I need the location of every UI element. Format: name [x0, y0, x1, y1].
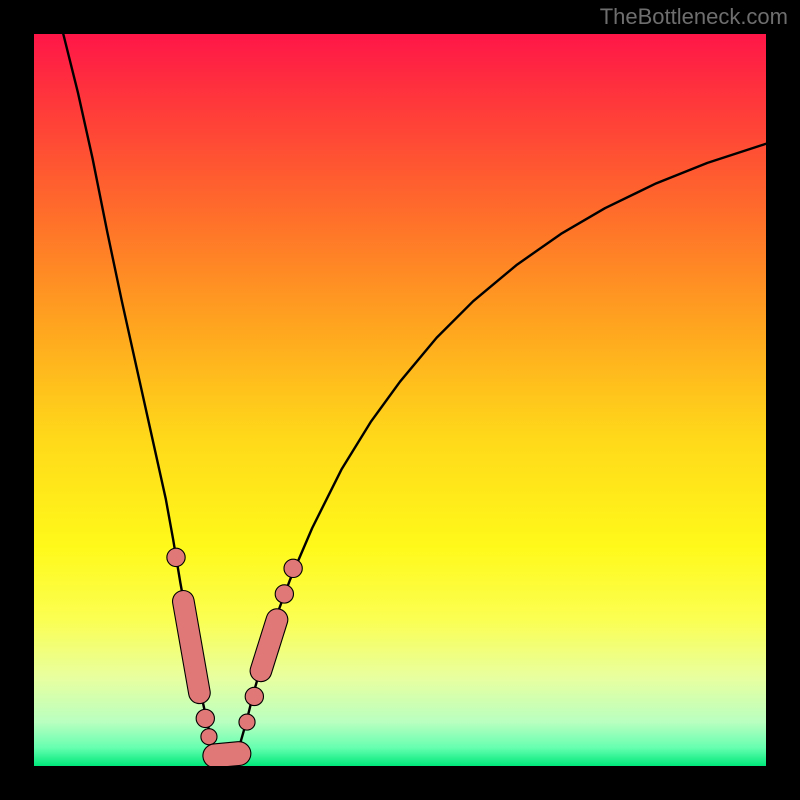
bottleneck-curve: [63, 34, 766, 764]
plot-area: [34, 34, 766, 766]
watermark-text: TheBottleneck.com: [600, 4, 788, 30]
marker-dot: [245, 687, 263, 705]
markers-group: [167, 548, 302, 756]
marker-dot: [196, 709, 214, 727]
marker-dot: [284, 559, 302, 577]
marker-dot: [167, 548, 185, 566]
marker-capsule: [215, 754, 239, 756]
marker-dot: [239, 714, 255, 730]
marker-dot: [275, 585, 293, 603]
marker-dot: [201, 729, 217, 745]
chart-overlay-svg: [34, 34, 766, 766]
